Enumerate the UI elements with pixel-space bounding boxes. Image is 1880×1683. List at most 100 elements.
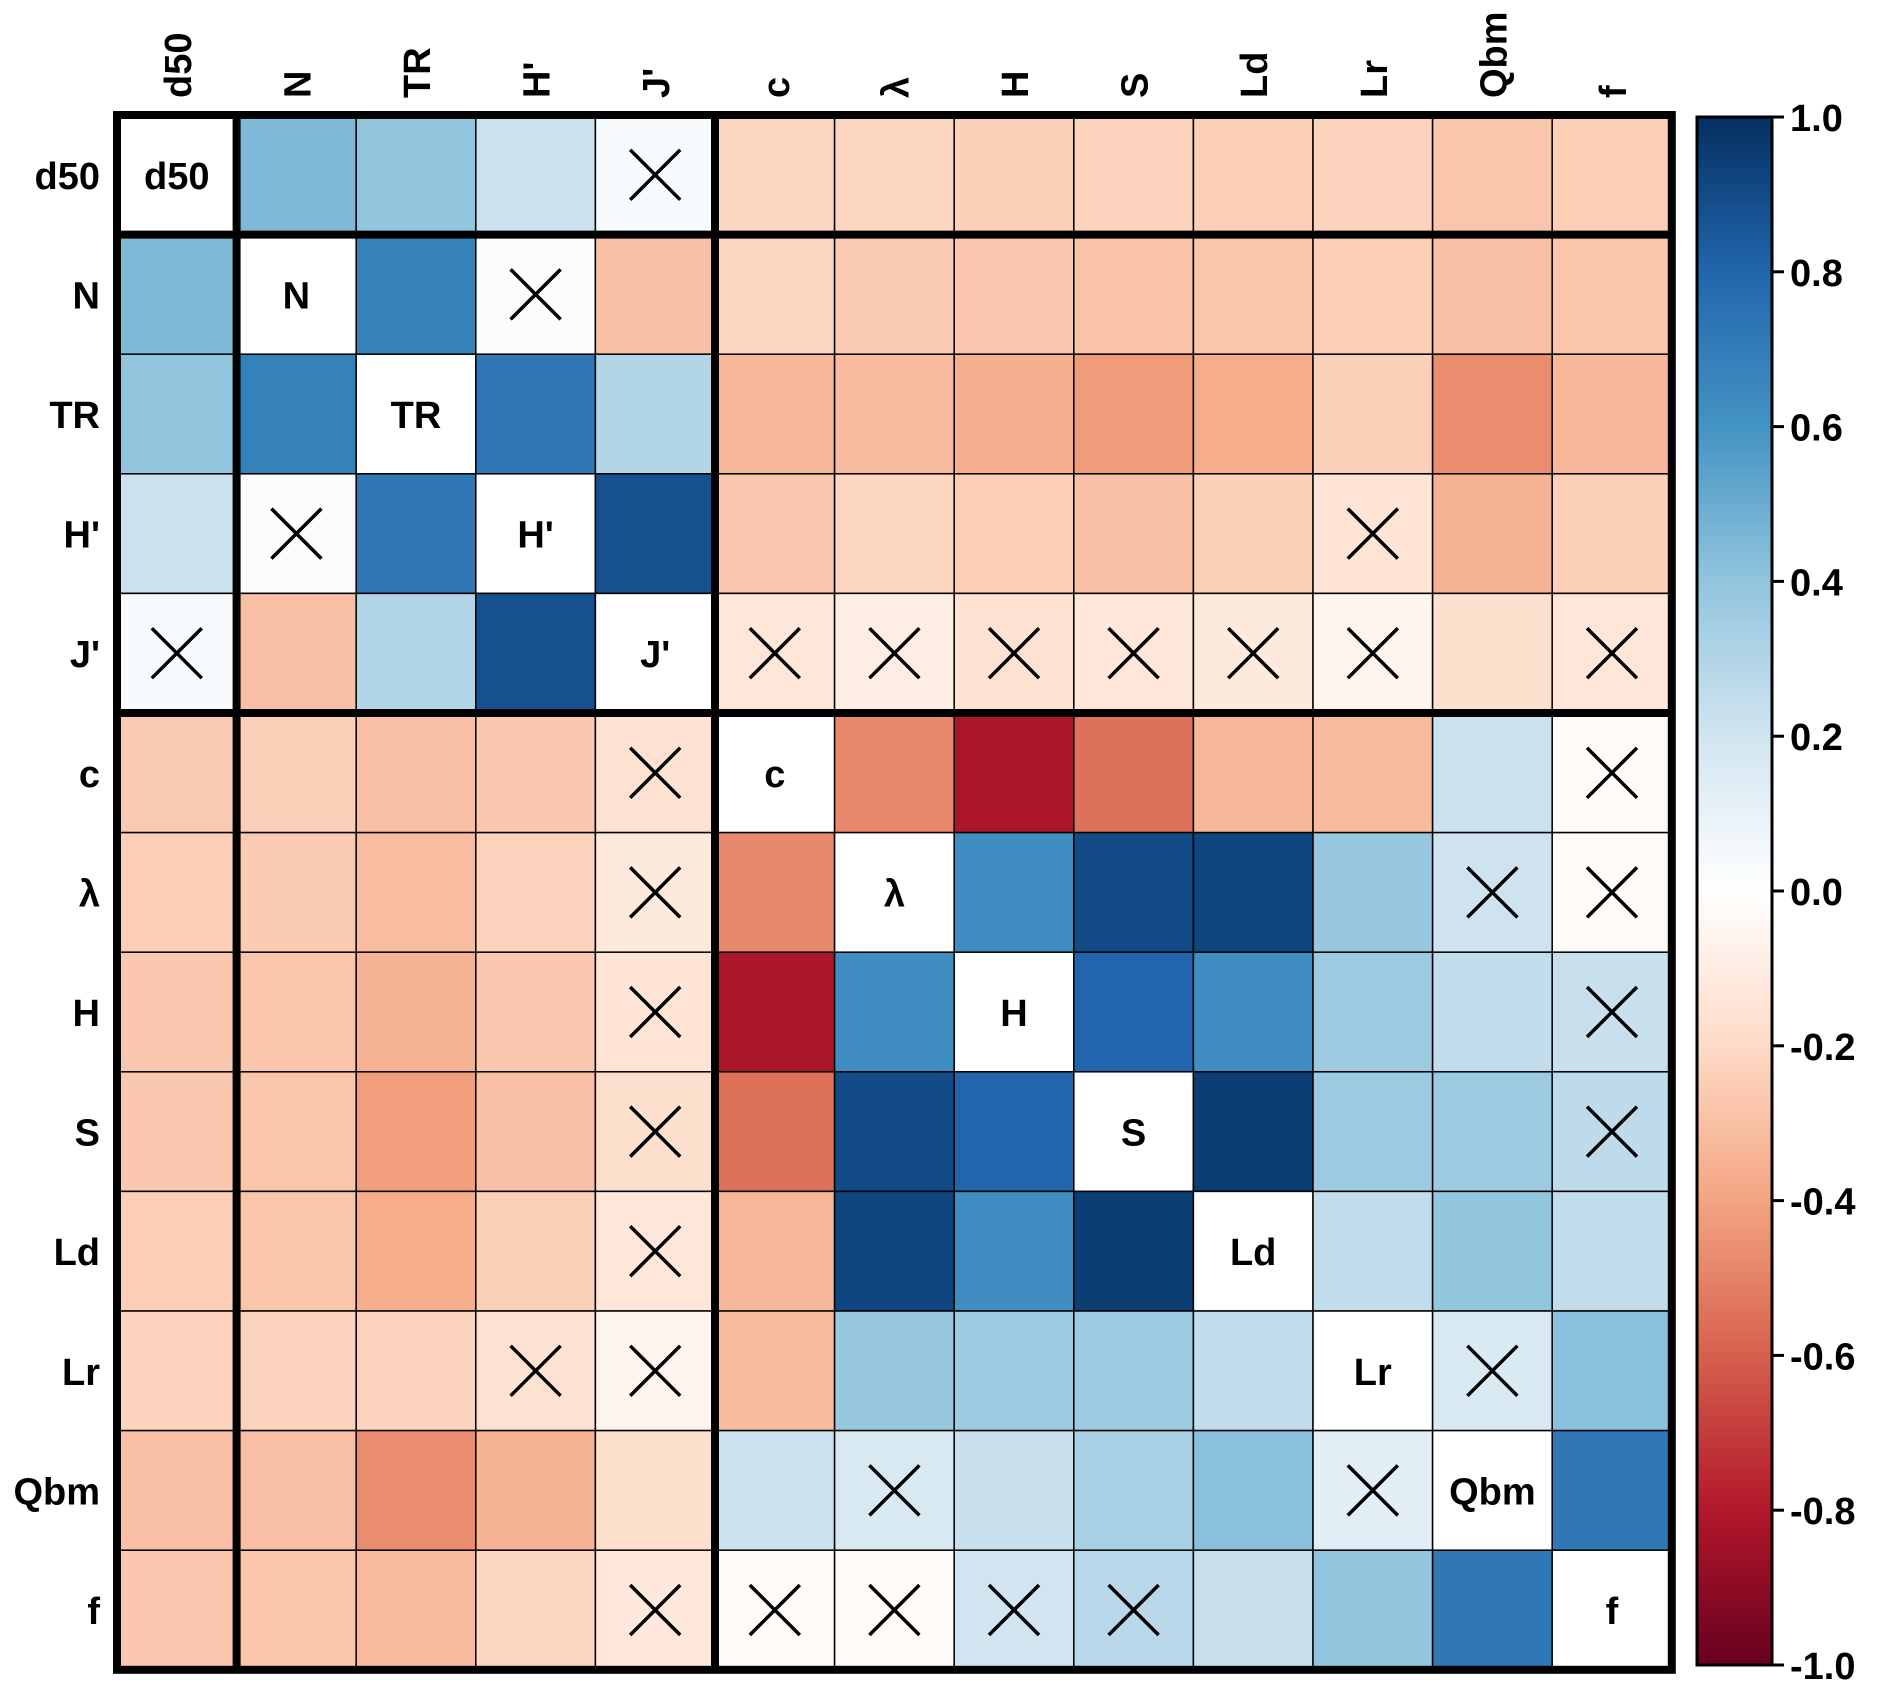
heatmap-cell: [1431, 114, 1553, 236]
heatmap-cell: [1551, 473, 1673, 595]
heatmap-cell: [833, 712, 955, 834]
heatmap-cell: [714, 114, 836, 236]
diagonal-labels: d50 N TR H' J' c λ H S Ld Lr Qbm f: [144, 156, 1619, 1633]
row-labels: d50 N TR H' J' c λ H S Ld Lr Qbm f: [13, 156, 100, 1633]
heatmap-cell: [1073, 1310, 1195, 1432]
colorbar-tick-label: -0.8: [1790, 1491, 1855, 1533]
column-label: Qbm: [1473, 11, 1515, 98]
heatmap-cell: [833, 233, 955, 355]
row-label: λ: [79, 873, 100, 915]
heatmap-cell: [594, 473, 716, 595]
heatmap-cell: [714, 1071, 836, 1193]
heatmap-cell: [1431, 951, 1553, 1073]
colorbar-tick-label: -0.2: [1790, 1027, 1855, 1069]
heatmap-cell: [953, 233, 1075, 355]
heatmap-cell: [355, 951, 477, 1073]
heatmap-cell: [1073, 951, 1195, 1073]
row-label: H': [64, 515, 100, 557]
column-label: d50: [158, 33, 200, 98]
column-label: Lr: [1354, 60, 1396, 98]
heatmap-cell: [1073, 353, 1195, 475]
heatmap-cell: [1312, 353, 1434, 475]
heatmap-cell: [116, 473, 238, 595]
not-significant-cross: [868, 1583, 921, 1637]
colorbar-tick-label: -0.6: [1790, 1336, 1855, 1378]
heatmap-cell: [116, 353, 238, 475]
not-significant-cross: [628, 148, 682, 202]
heatmap-cell: [1431, 712, 1553, 834]
heatmap-cell: [1312, 831, 1434, 953]
diagonal-cell: [355, 353, 477, 475]
not-significant-cross: [748, 1583, 802, 1637]
not-significant-cross: [1226, 626, 1280, 680]
column-label: Ld: [1234, 52, 1276, 98]
column-label: λ: [875, 77, 917, 98]
not-significant-cross: [628, 866, 682, 919]
not-significant-cross: [1585, 746, 1639, 800]
heatmap-cell: [1551, 233, 1673, 355]
heatmap-cell: [1073, 1190, 1195, 1312]
heatmap-cell: [235, 114, 357, 236]
heatmap-cell: [475, 951, 597, 1073]
not-significant-cross: [628, 985, 682, 1039]
row-label: J': [70, 634, 100, 676]
column-label: H: [995, 71, 1037, 98]
heatmap-cell: [235, 1190, 357, 1312]
not-significant-cross: [1585, 626, 1639, 680]
column-label: H': [517, 62, 559, 98]
column-label: S: [1115, 73, 1157, 98]
column-label: TR: [397, 47, 439, 98]
heatmap-cell: [953, 712, 1075, 834]
diagonal-label: J': [640, 634, 670, 676]
diagonal-label: d50: [144, 156, 209, 198]
not-significant-cross: [509, 1344, 562, 1398]
heatmap-cell: [355, 233, 477, 355]
row-label: Qbm: [13, 1471, 100, 1513]
not-significant-cross: [748, 626, 802, 680]
heatmap-cell: [1192, 1071, 1314, 1193]
heatmap-cell: [1073, 712, 1195, 834]
heatmap-cell: [594, 1429, 716, 1551]
heatmap-cell: [235, 712, 357, 834]
diagonal-cell: [475, 473, 597, 595]
not-significant-cross: [868, 626, 921, 680]
heatmap-cell: [355, 473, 477, 595]
heatmap-cell: [116, 712, 238, 834]
not-significant-cross: [150, 626, 204, 680]
group-borders: [113, 111, 1676, 1674]
not-significant-cross: [1585, 1105, 1639, 1158]
not-significant-cross: [1346, 507, 1400, 560]
diagonal-label: S: [1121, 1113, 1146, 1155]
heatmap-cell: [1312, 951, 1434, 1073]
row-label: H: [73, 993, 100, 1035]
heatmap-cell: [1192, 1310, 1314, 1432]
heatmap-cell: [1192, 114, 1314, 236]
heatmap-cell: [116, 831, 238, 953]
not-significant-cross: [509, 268, 562, 321]
heatmap-cell: [714, 473, 836, 595]
heatmap-cell: [475, 353, 597, 475]
heatmap-cell: [355, 592, 477, 714]
heatmap-cell: [953, 831, 1075, 953]
heatmap-cell: [1431, 353, 1553, 475]
heatmap-cell: [1431, 473, 1553, 595]
heatmap-cell: [953, 473, 1075, 595]
heatmap-cell: [1192, 1549, 1314, 1671]
heatmap-cell: [235, 831, 357, 953]
column-label: f: [1593, 85, 1635, 98]
heatmap-cell: [1073, 233, 1195, 355]
heatmap-frame: [113, 111, 1676, 1674]
heatmap-cell: [116, 1190, 238, 1312]
colorbar: 1.0 0.8 0.6 0.4 0.2 0.0 -0.2 -0.4 -0.6 -0.8 -1.0: [1695, 98, 1855, 1683]
heatmap-cell: [714, 1429, 836, 1551]
heatmap-cell: [1431, 233, 1553, 355]
diagonal-cell: [1192, 1190, 1314, 1312]
row-label: d50: [35, 156, 100, 198]
not-significant-cross: [987, 626, 1041, 680]
heatmap-cell: [1312, 712, 1434, 834]
heatmap-cell: [714, 951, 836, 1073]
colorbar-tick-label: 0.2: [1790, 717, 1843, 759]
row-label: N: [73, 275, 100, 317]
heatmap-cell: [833, 1071, 955, 1193]
